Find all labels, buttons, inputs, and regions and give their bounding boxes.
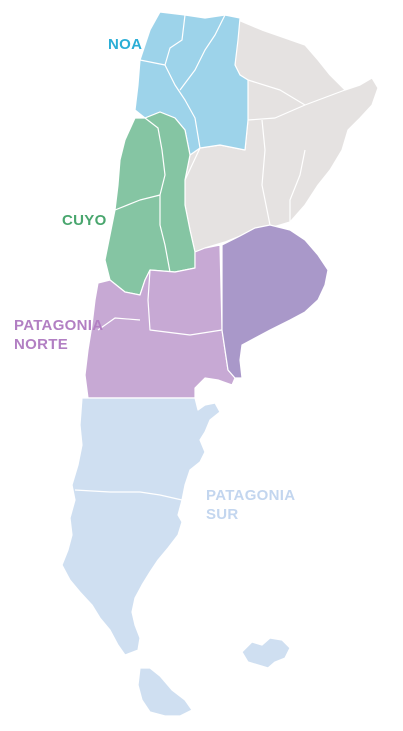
label-noa: NOA: [108, 35, 142, 54]
label-patagonia-norte: PATAGONIA NORTE: [14, 316, 103, 354]
label-cuyo-text: CUYO: [62, 212, 107, 229]
label-patagonia-norte-line2: NORTE: [14, 336, 68, 353]
region-cuyo: [104, 111, 196, 296]
label-patagonia-norte-line1: PATAGONIA: [14, 317, 104, 334]
label-patagonia-sur-line2: SUR: [206, 506, 239, 523]
label-patagonia-sur: PATAGONIA SUR: [206, 486, 295, 524]
label-patagonia-sur-line1: PATAGONIA: [206, 487, 296, 504]
label-cuyo: CUYO: [62, 211, 107, 230]
region-noa: [134, 11, 249, 156]
province-borders: [74, 14, 346, 501]
region-malvinas: [241, 637, 291, 669]
region-tierra-del-fuego: [137, 667, 193, 717]
region-buenos-aires: [221, 224, 329, 379]
region-patagonia-sur: [61, 397, 221, 656]
label-noa-text: NOA: [108, 36, 143, 53]
